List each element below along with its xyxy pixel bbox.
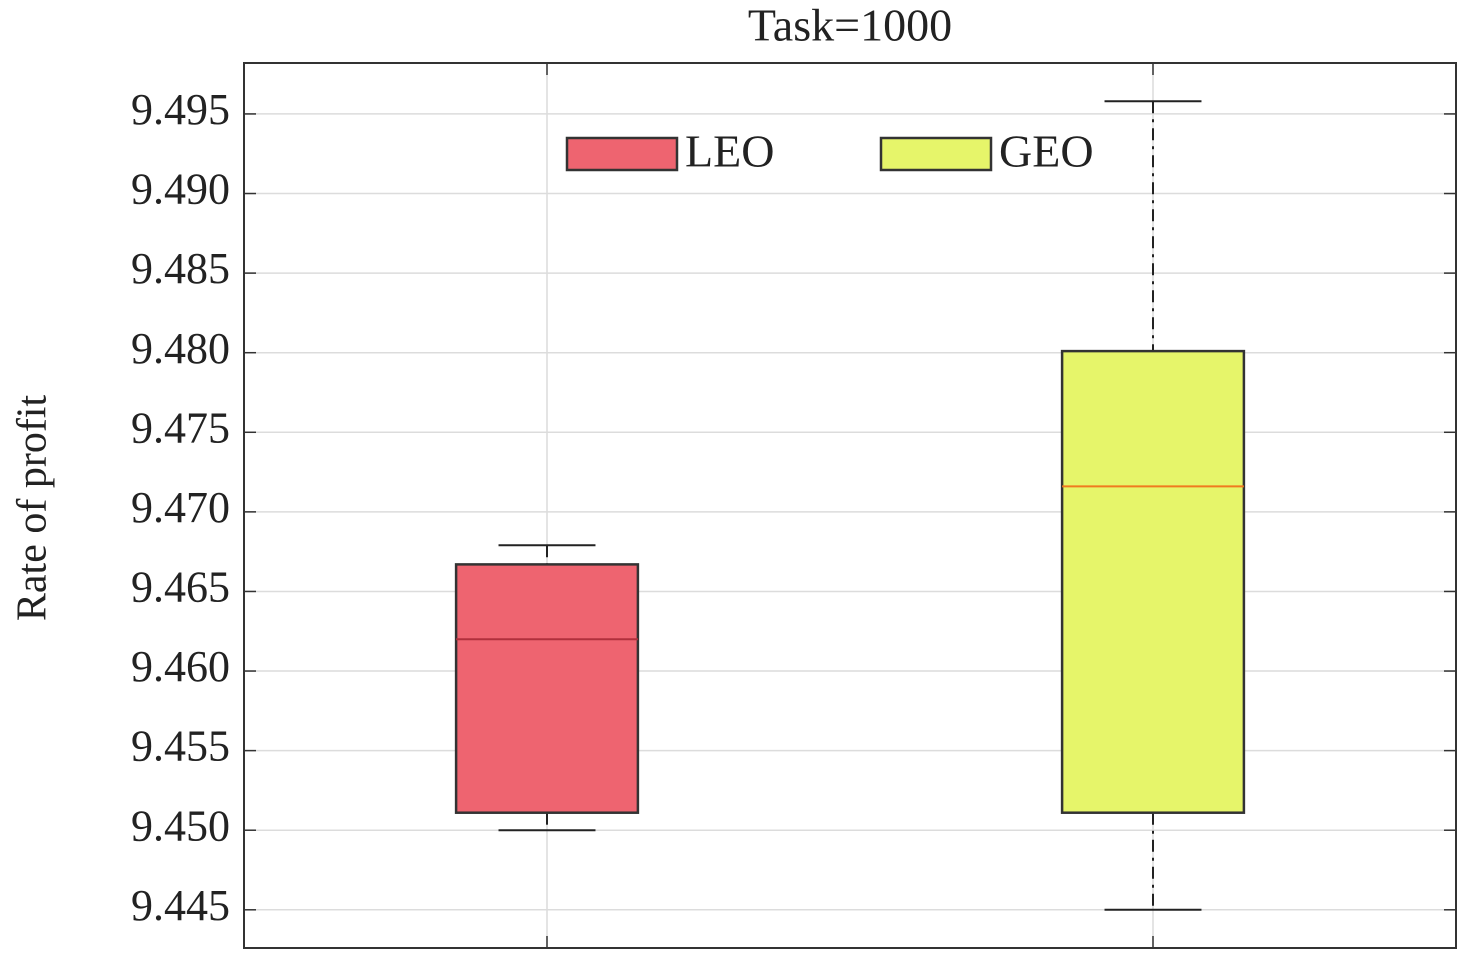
y-tick-label: 9.480 — [131, 324, 230, 373]
y-tick-label: 9.485 — [131, 244, 230, 293]
legend-label: LEO — [685, 126, 774, 177]
box — [454, 563, 640, 814]
chart-title: Task=1000 — [748, 0, 952, 51]
box — [1060, 349, 1246, 814]
y-tick-label: 9.495 — [131, 85, 230, 134]
y-tick-label: 9.450 — [131, 801, 230, 850]
y-tick-label: 9.445 — [131, 881, 230, 930]
y-tick-label: 9.455 — [131, 722, 230, 771]
legend-label: GEO — [999, 126, 1094, 177]
y-tick-label: 9.490 — [131, 165, 230, 214]
y-tick-label: 9.470 — [131, 483, 230, 532]
legend-swatch — [565, 136, 679, 172]
y-tick-label: 9.465 — [131, 563, 230, 612]
plot-frame — [243, 62, 1457, 949]
y-tick-label: 9.460 — [131, 642, 230, 691]
y-axis-label: Rate of profit — [10, 395, 56, 622]
legend-swatch — [879, 136, 993, 172]
y-tick-label: 9.475 — [131, 403, 230, 452]
